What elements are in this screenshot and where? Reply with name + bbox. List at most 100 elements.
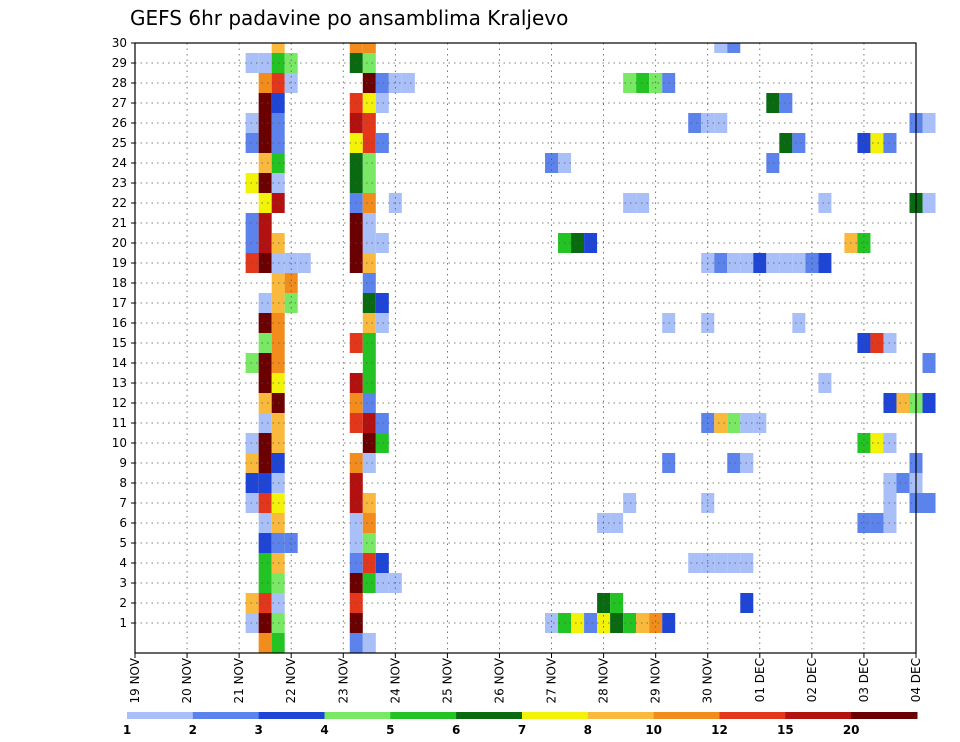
heatmap-cell — [258, 553, 272, 573]
legend-label: 7 — [518, 723, 526, 737]
heatmap-cell — [362, 273, 376, 293]
heatmap-cell — [258, 233, 272, 253]
heatmap-cell — [375, 133, 389, 153]
heatmap-cell — [362, 193, 376, 213]
plot-frame — [134, 42, 917, 654]
heatmap-cell — [245, 433, 259, 453]
heatmap-cell — [792, 313, 806, 333]
legend-color-swatch — [127, 712, 194, 719]
y-tick-label: 5 — [119, 536, 127, 550]
legend-label: 20 — [843, 723, 860, 737]
heatmap-cell — [258, 413, 272, 433]
heatmap-cell — [362, 573, 376, 593]
heatmap-cell — [792, 253, 806, 273]
heatmap-cell — [258, 133, 272, 153]
legend-label: 15 — [777, 723, 794, 737]
heatmap-cell — [245, 473, 259, 493]
heatmap-cell — [922, 393, 936, 413]
heatmap-cell — [727, 253, 741, 273]
heatmap-cell — [571, 233, 585, 253]
y-tick-label: 22 — [112, 196, 127, 210]
heatmap-cell — [922, 113, 936, 133]
heatmap-cell — [258, 93, 272, 113]
heatmap-cell — [284, 533, 298, 553]
heatmap-cell — [245, 233, 259, 253]
legend-label: 12 — [711, 723, 728, 737]
x-tick-label: 28 NOV — [597, 657, 611, 703]
heatmap-cell — [362, 53, 376, 73]
legend-label: 6 — [452, 723, 460, 737]
y-axis-ticks: 1234567891011121314151617181920212223242… — [112, 36, 135, 630]
heatmap-cell — [362, 533, 376, 553]
heatmap-cell — [362, 553, 376, 573]
heatmap-cell — [623, 613, 637, 633]
heatmap-cell — [857, 333, 871, 353]
color-legend: 1 2 3 4 5 6 7 8 10 12 15 20 — [123, 712, 918, 737]
y-tick-label: 6 — [119, 516, 127, 530]
heatmap-cell — [362, 73, 376, 93]
y-tick-label: 30 — [112, 36, 127, 50]
heatmap-cell — [610, 593, 624, 613]
heatmap-cell — [362, 353, 376, 373]
heatmap-cell — [375, 293, 389, 313]
heatmap-cell — [818, 373, 832, 393]
heatmap-cell — [714, 43, 728, 53]
heatmap-cell — [623, 73, 637, 93]
heatmap-cell — [610, 513, 624, 533]
heatmap-cell — [245, 213, 259, 233]
heatmap-cell — [258, 333, 272, 353]
y-tick-label: 23 — [112, 176, 127, 190]
heatmap-cell — [245, 593, 259, 613]
x-tick-label: 29 NOV — [649, 657, 663, 703]
x-tick-label: 24 NOV — [388, 657, 402, 703]
heatmap-cell — [870, 513, 884, 533]
heatmap-cell — [714, 113, 728, 133]
heatmap-cell — [818, 193, 832, 213]
heatmap-cell — [245, 613, 259, 633]
legend-label: 1 — [123, 723, 131, 737]
heatmap-cell — [245, 53, 259, 73]
heatmap-cell — [727, 453, 741, 473]
heatmap-cell — [258, 373, 272, 393]
heatmap-cell — [362, 153, 376, 173]
heatmap-cell — [636, 613, 650, 633]
y-tick-label: 16 — [112, 316, 127, 330]
legend-color-swatch — [719, 712, 786, 719]
x-tick-label: 25 NOV — [440, 657, 454, 703]
heatmap-cell — [545, 153, 559, 173]
heatmap-cell — [896, 393, 910, 413]
heatmap-cell — [258, 173, 272, 193]
heatmap-cell — [258, 193, 272, 213]
heatmap-cell — [362, 293, 376, 313]
x-tick-label: 01 DEC — [753, 658, 767, 702]
heatmap-cell — [636, 73, 650, 93]
y-tick-label: 3 — [119, 576, 127, 590]
x-tick-label: 23 NOV — [336, 657, 350, 703]
heatmap-cell — [362, 633, 376, 653]
heatmap-cell — [571, 613, 585, 633]
heatmap-cell — [362, 233, 376, 253]
heatmap-cell — [362, 313, 376, 333]
heatmap-cell — [362, 253, 376, 273]
heatmap-cell — [375, 73, 389, 93]
heatmap-cell — [258, 493, 272, 513]
heatmap-cells — [245, 43, 936, 653]
heatmap-cell — [375, 433, 389, 453]
legend-label: 4 — [320, 723, 328, 737]
heatmap-cell — [258, 113, 272, 133]
y-tick-label: 7 — [119, 496, 127, 510]
legend-label: 8 — [584, 723, 592, 737]
x-axis-ticks: 19 NOV 20 NOV 21 NOV 22 NOV 23 NOV 24 NOV 25 N… — [128, 653, 923, 704]
legend-label: 2 — [189, 723, 197, 737]
heatmap-cell — [258, 453, 272, 473]
y-tick-label: 20 — [112, 236, 127, 250]
heatmap-cell — [545, 613, 559, 633]
heatmap-cell — [766, 253, 780, 273]
y-tick-label: 27 — [112, 96, 127, 110]
y-tick-label: 21 — [112, 216, 127, 230]
heatmap-cell — [857, 233, 871, 253]
y-tick-label: 24 — [112, 156, 127, 170]
heatmap-cell — [245, 493, 259, 513]
legend-label: 3 — [254, 723, 262, 737]
heatmap-cell — [584, 233, 598, 253]
